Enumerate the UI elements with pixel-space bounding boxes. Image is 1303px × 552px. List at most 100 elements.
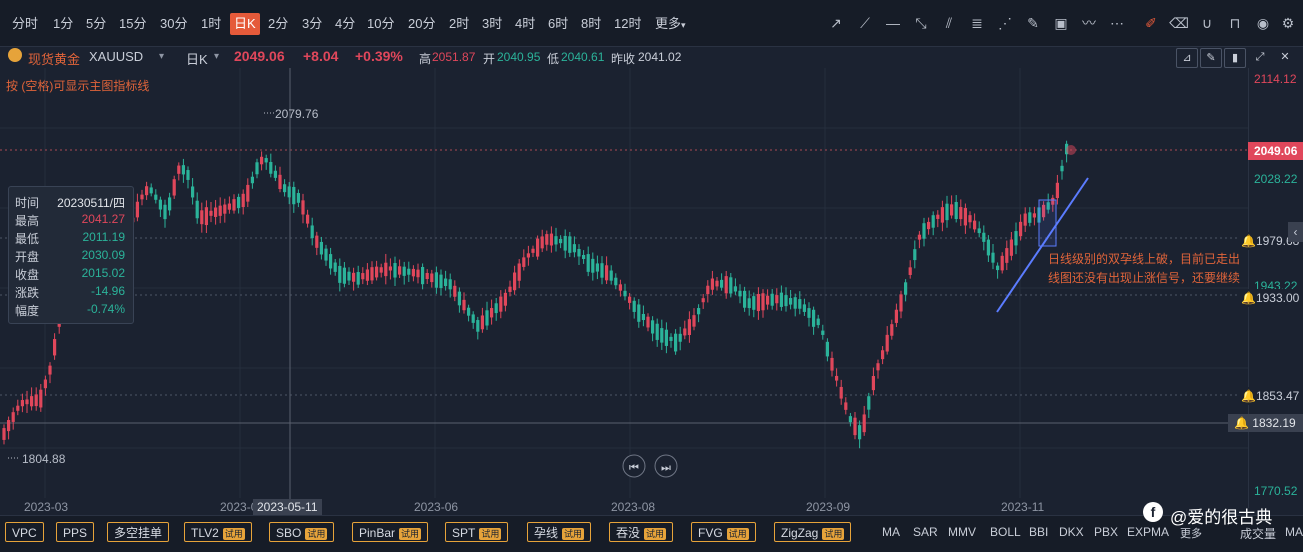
boll-btn[interactable]: BOLL [990, 525, 1021, 539]
ind-vpc[interactable]: VPC [5, 522, 44, 542]
alert-bell-icon[interactable]: 🔔 [1241, 234, 1256, 248]
tf-2m[interactable]: 2分 [268, 16, 289, 31]
tt-amp: -0.74% [86, 302, 125, 316]
tf-3h[interactable]: 3时 [482, 16, 503, 31]
sar-btn[interactable]: SAR [913, 525, 938, 539]
tf-30m[interactable]: 30分 [160, 16, 188, 31]
candle-body [563, 235, 567, 251]
pbx-btn[interactable]: PBX [1094, 525, 1119, 539]
tf-6h[interactable]: 6时 [548, 16, 569, 31]
crosshair-date: 2023-05-11 [253, 499, 322, 516]
ind-pinbar[interactable]: PinBar 试用 [352, 522, 429, 542]
x-label-4: 2023-08 [611, 500, 656, 514]
horizontal-line-icon[interactable]: — [886, 15, 900, 31]
candle-style-icon[interactable]: ▮ [1224, 48, 1246, 68]
more-ma-btn[interactable]: 更多 [1180, 528, 1202, 540]
period-label[interactable]: 日K [186, 52, 208, 67]
image-icon[interactable]: ▣ [1054, 15, 1068, 31]
ind-duokong[interactable]: 多空挂单 [107, 522, 170, 542]
candle-body [172, 179, 176, 196]
tf-fenshi[interactable]: 分时 [12, 16, 39, 31]
tf-15m[interactable]: 15分 [119, 16, 147, 31]
channel-tool-icon[interactable]: ⫽ [945, 15, 953, 31]
ray-tool-icon[interactable]: ↗ [830, 15, 842, 31]
chart-type-icon[interactable]: ⊿ [1176, 48, 1198, 68]
next-button[interactable] [654, 454, 678, 478]
candle-body [591, 258, 595, 273]
line-tool-icon[interactable]: ⟋ [860, 15, 870, 31]
tf-10m[interactable]: 10分 [367, 16, 395, 31]
trend-line[interactable] [996, 177, 1089, 313]
fan-tool-icon[interactable]: ⋰ [998, 15, 1012, 31]
candle-body [894, 309, 898, 323]
ind-label: ZigZag [781, 526, 819, 540]
eye-icon[interactable]: ◉ [1256, 15, 1270, 31]
tf-1m[interactable]: 1分 [53, 16, 74, 31]
lock-icon[interactable]: ⊓ [1229, 15, 1241, 31]
tf-4m[interactable]: 4分 [335, 16, 356, 31]
ind-yunxian[interactable]: 孕线 试用 [527, 522, 592, 542]
candle-body [365, 269, 369, 281]
settings-icon[interactable]: ⚙ [1281, 15, 1295, 31]
trend-icon[interactable]: 〰 [1082, 15, 1096, 31]
ma-btn[interactable]: MA [882, 525, 900, 539]
ind-pps[interactable]: PPS [56, 522, 95, 542]
trial-badge: 试用 [479, 527, 502, 540]
segment-tool-icon[interactable]: ⤡ [915, 15, 927, 31]
symbol-caret-icon[interactable]: ▾ [159, 51, 165, 62]
draw-edit-icon[interactable]: ✎ [1200, 48, 1222, 68]
ind-fvg[interactable]: FVG 试用 [691, 522, 756, 542]
candle-body [356, 272, 360, 285]
tf-12h[interactable]: 12时 [614, 16, 642, 31]
tf-5m[interactable]: 5分 [86, 16, 107, 31]
price-current-tag: 2049.06 [1248, 142, 1303, 160]
candlestick-chart[interactable]: 2079.76 1804.88 日线级别的双孕线上破，目前已走出 线图还没有出现… [0, 68, 1248, 515]
symbol-code[interactable]: XAUUSD [89, 49, 144, 64]
bbi-btn[interactable]: BBI [1029, 525, 1049, 539]
tf-20m[interactable]: 20分 [408, 16, 436, 31]
edit-icon[interactable]: ✐ [1145, 15, 1157, 31]
alert-bell-icon[interactable]: 🔔 [1234, 416, 1249, 430]
ind-tlv2[interactable]: TLV2 试用 [184, 522, 252, 542]
tf-8h[interactable]: 8时 [581, 16, 602, 31]
expand-icon[interactable]: ⤢ [1255, 51, 1265, 63]
tt-time: 20230511/四 [57, 196, 125, 210]
mmv-btn[interactable]: MMV [948, 525, 976, 539]
alert-bell-icon[interactable]: 🔔 [1241, 291, 1256, 305]
more-icon[interactable]: ⋯ [1110, 15, 1124, 31]
eraser-icon[interactable]: ⌫ [1169, 15, 1189, 31]
tf-3m[interactable]: 3分 [302, 16, 323, 31]
candle-body [310, 225, 314, 239]
tf-2h[interactable]: 2时 [449, 16, 470, 31]
tf-1h[interactable]: 1时 [201, 16, 222, 31]
volume-btn[interactable]: 成交量 [1240, 527, 1277, 541]
close-icon[interactable]: ✕ [1280, 51, 1290, 63]
ind-label: TLV2 [191, 526, 219, 540]
magnet-icon[interactable]: ∪ [1201, 15, 1213, 31]
prev-button[interactable] [622, 454, 646, 478]
fibonacci-icon[interactable]: ≣ [971, 15, 983, 31]
ind-sbo[interactable]: SBO 试用 [269, 522, 335, 542]
candle-body [319, 241, 323, 255]
tf-daily[interactable]: 日K [230, 13, 260, 35]
ind-zigzag[interactable]: ZigZag 试用 [774, 522, 852, 542]
pen-icon[interactable]: ✎ [1027, 15, 1039, 31]
alert-bell-icon[interactable]: 🔔 [1241, 389, 1256, 403]
symbol-name[interactable]: 现货黄金 [28, 52, 81, 67]
tf-more[interactable]: 更多▾ [651, 13, 690, 35]
price-bottom: 1770.52 [1254, 484, 1298, 498]
period-caret-icon[interactable]: ▾ [214, 51, 220, 62]
ma-tail[interactable]: MA [1285, 525, 1303, 539]
expma-btn[interactable]: EXPMA [1127, 525, 1170, 539]
candle-body [858, 425, 862, 440]
candle-body [269, 162, 273, 174]
symbol-info-bar: 现货黄金 XAUUSD ▾ 日K ▾ 2049.06 +8.04 +0.39% … [0, 46, 1248, 68]
candle-body [885, 334, 889, 352]
collapse-panel-icon[interactable]: ‹ [1288, 222, 1303, 242]
dkx-btn[interactable]: DKX [1059, 525, 1084, 539]
ind-spt[interactable]: SPT 试用 [445, 522, 509, 542]
ind-tunmo[interactable]: 吞没 试用 [609, 522, 674, 542]
skip-forward-icon: ⏭ [661, 462, 671, 474]
candle-body [655, 323, 659, 340]
tf-4h[interactable]: 4时 [515, 16, 536, 31]
